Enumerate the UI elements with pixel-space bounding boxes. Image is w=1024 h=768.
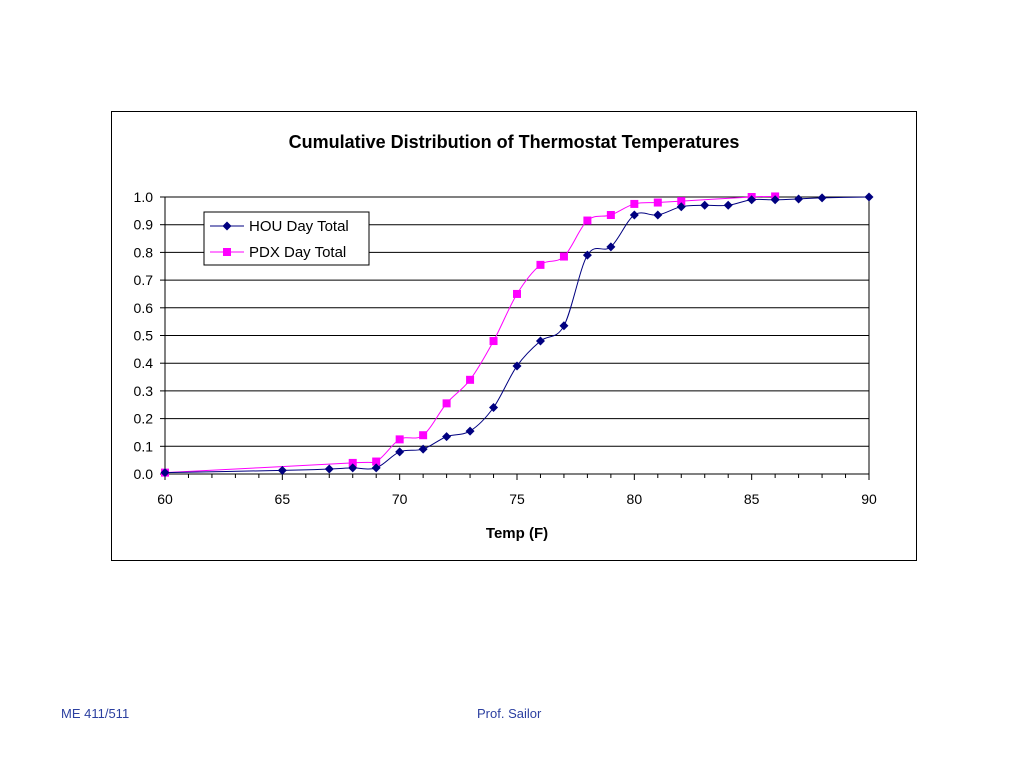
y-tick-label: 0.6 bbox=[134, 300, 154, 316]
y-tick-label: 0.7 bbox=[134, 272, 154, 288]
legend-label-pdx: PDX Day Total bbox=[249, 244, 346, 261]
data-point-hou bbox=[418, 444, 428, 454]
y-tick-label: 0.4 bbox=[134, 355, 154, 371]
legend-marker-pdx bbox=[223, 248, 231, 256]
y-tick-label: 0.9 bbox=[134, 217, 154, 233]
x-axis-label: Temp (F) bbox=[486, 525, 548, 542]
y-tick-label: 0.8 bbox=[134, 244, 154, 260]
x-tick-label: 70 bbox=[392, 491, 408, 507]
y-tick-label: 0.5 bbox=[134, 328, 154, 344]
legend: HOU Day Total PDX Day Total bbox=[203, 211, 370, 266]
data-point-hou bbox=[747, 195, 757, 205]
data-point-hou bbox=[559, 321, 569, 331]
x-tick-label: 85 bbox=[744, 491, 760, 507]
data-point-hou bbox=[606, 242, 616, 252]
plot-area: 0.0 0.1 0.2 0.3 0.4 0.5 0.6 0.7 0.8 0.9 1.0 60 65 70 7… bbox=[134, 189, 877, 507]
chart-title: Cumulative Distribution of Thermostat Te… bbox=[289, 132, 740, 152]
y-tick-label: 0.1 bbox=[134, 438, 154, 454]
legend-box bbox=[203, 211, 370, 266]
y-tick-label: 1.0 bbox=[134, 189, 154, 205]
data-point-hou bbox=[700, 200, 710, 210]
data-point-pdx bbox=[583, 216, 592, 225]
data-point-hou bbox=[817, 193, 827, 203]
footer-course: ME 411/511 bbox=[61, 706, 130, 721]
data-point-hou bbox=[653, 210, 663, 220]
data-point-hou bbox=[676, 202, 686, 212]
data-point-hou bbox=[512, 361, 522, 371]
data-point-hou bbox=[794, 194, 804, 204]
data-point-pdx bbox=[536, 260, 545, 269]
x-tick-label: 80 bbox=[627, 491, 643, 507]
data-point-pdx bbox=[466, 375, 475, 384]
data-point-hou bbox=[395, 447, 405, 457]
data-point-hou bbox=[160, 468, 170, 478]
data-point-pdx bbox=[630, 199, 639, 208]
data-point-hou bbox=[723, 200, 733, 210]
legend-marker-hou bbox=[222, 221, 232, 231]
data-point-pdx bbox=[677, 197, 686, 206]
y-tick-label: 0.2 bbox=[134, 411, 154, 427]
chart-svg: Cumulative Distribution of Thermostat Te… bbox=[134, 132, 877, 542]
data-point-pdx bbox=[606, 211, 615, 220]
data-point-hou bbox=[629, 210, 639, 220]
data-point-hou bbox=[582, 250, 592, 260]
footer-instructor: Prof. Sailor bbox=[477, 706, 542, 721]
data-point-hou bbox=[770, 195, 780, 205]
data-point-pdx bbox=[372, 457, 381, 466]
data-point-pdx bbox=[653, 198, 662, 207]
y-tick-label: 0.3 bbox=[134, 383, 154, 399]
data-point-pdx bbox=[489, 337, 498, 346]
data-point-hou bbox=[864, 192, 874, 202]
data-point-hou bbox=[277, 465, 287, 475]
data-point-hou bbox=[465, 426, 475, 436]
data-point-hou bbox=[442, 432, 452, 442]
data-point-hou bbox=[324, 464, 334, 474]
data-point-hou bbox=[371, 463, 381, 473]
x-tick-label: 60 bbox=[157, 491, 173, 507]
x-tick-label: 90 bbox=[861, 491, 877, 507]
data-point-pdx bbox=[419, 431, 428, 440]
data-point-pdx bbox=[395, 435, 404, 444]
legend-label-hou: HOU Day Total bbox=[249, 218, 349, 235]
data-point-pdx bbox=[442, 399, 451, 408]
data-point-hou bbox=[489, 403, 499, 413]
x-tick-label: 75 bbox=[509, 491, 525, 507]
data-point-pdx bbox=[348, 458, 357, 467]
y-tick-label: 0.0 bbox=[134, 466, 154, 482]
data-point-pdx bbox=[513, 289, 521, 298]
data-point-hou bbox=[348, 463, 358, 473]
data-point-hou bbox=[535, 336, 545, 346]
x-tick-label: 65 bbox=[275, 491, 291, 507]
data-point-pdx bbox=[559, 252, 568, 261]
chart-frame: Cumulative Distribution of Thermostat Te… bbox=[111, 111, 917, 561]
